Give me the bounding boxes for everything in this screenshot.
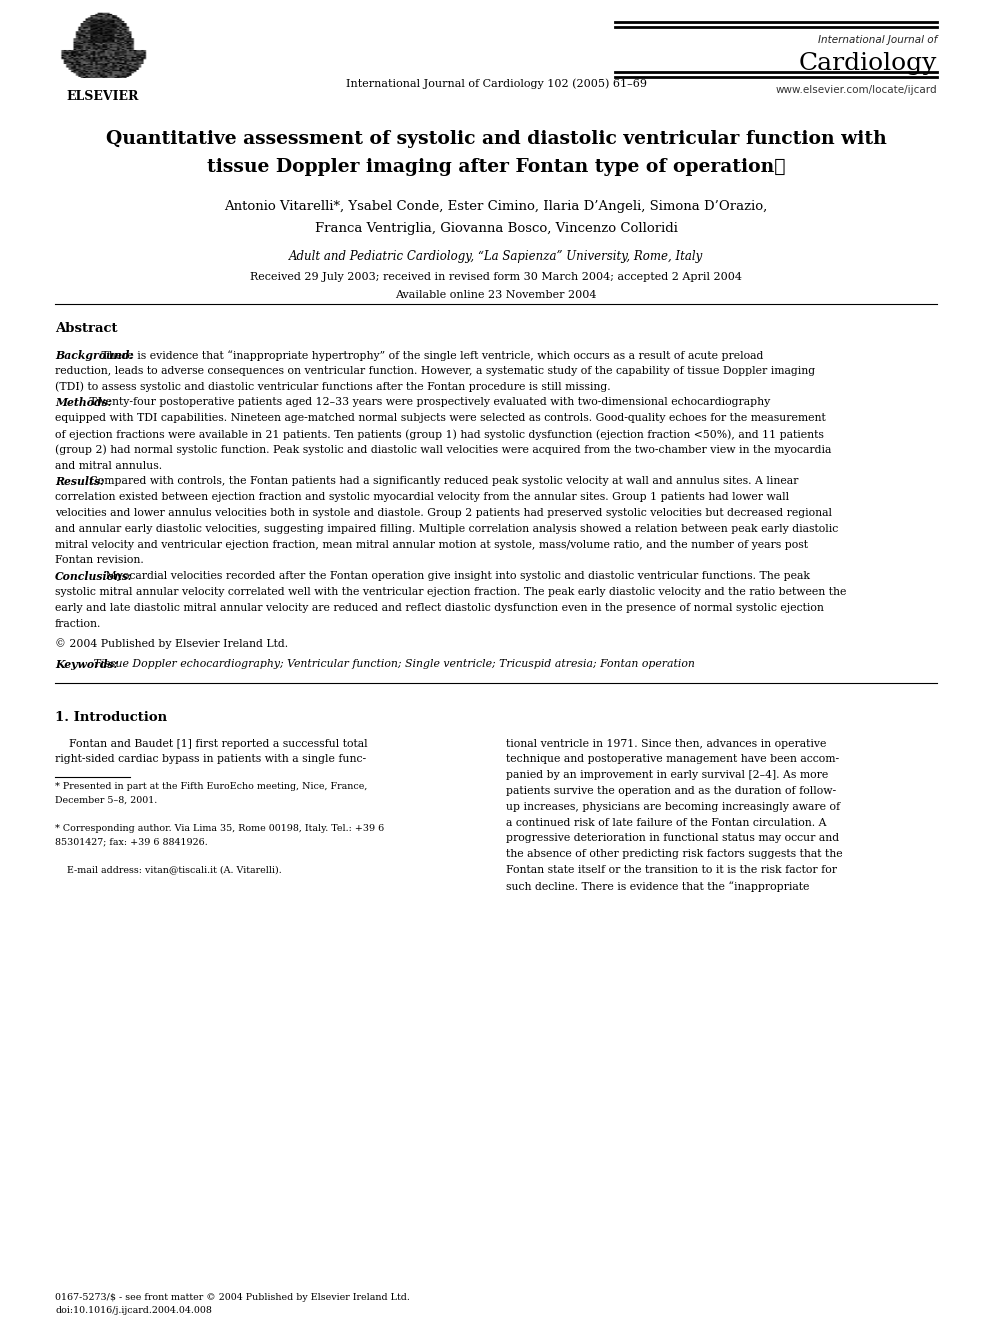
Text: up increases, physicians are becoming increasingly aware of: up increases, physicians are becoming in…: [506, 802, 840, 812]
Text: progressive deterioration in functional status may occur and: progressive deterioration in functional …: [506, 833, 839, 844]
Text: Available online 23 November 2004: Available online 23 November 2004: [395, 290, 597, 300]
Text: Fontan state itself or the transition to it is the risk factor for: Fontan state itself or the transition to…: [506, 865, 837, 875]
Text: December 5–8, 2001.: December 5–8, 2001.: [55, 796, 158, 806]
Text: and mitral annulus.: and mitral annulus.: [55, 460, 162, 471]
Text: of ejection fractions were available in 21 patients. Ten patients (group 1) had : of ejection fractions were available in …: [55, 429, 824, 439]
Text: Myocardial velocities recorded after the Fontan operation give insight into syst: Myocardial velocities recorded after the…: [102, 572, 810, 581]
Text: a continued risk of late failure of the Fontan circulation. A: a continued risk of late failure of the …: [506, 818, 826, 828]
Text: Conclusions:: Conclusions:: [55, 572, 133, 582]
Text: and annular early diastolic velocities, suggesting impaired filling. Multiple co: and annular early diastolic velocities, …: [55, 524, 838, 533]
Text: early and late diastolic mitral annular velocity are reduced and reflect diastol: early and late diastolic mitral annular …: [55, 603, 824, 613]
Text: Twenty-four postoperative patients aged 12–33 years were prospectively evaluated: Twenty-four postoperative patients aged …: [86, 397, 771, 407]
Text: panied by an improvement in early survival [2–4]. As more: panied by an improvement in early surviv…: [506, 770, 828, 781]
Text: International Journal of: International Journal of: [817, 34, 937, 45]
Text: Quantitative assessment of systolic and diastolic ventricular function with: Quantitative assessment of systolic and …: [105, 130, 887, 148]
Text: equipped with TDI capabilities. Nineteen age-matched normal subjects were select: equipped with TDI capabilities. Nineteen…: [55, 413, 825, 423]
Text: patients survive the operation and as the duration of follow-: patients survive the operation and as th…: [506, 786, 836, 796]
Text: * Presented in part at the Fifth EuroEcho meeting, Nice, France,: * Presented in part at the Fifth EuroEch…: [55, 782, 367, 791]
Text: (group 2) had normal systolic function. Peak systolic and diastolic wall velocit: (group 2) had normal systolic function. …: [55, 445, 831, 455]
Text: systolic mitral annular velocity correlated well with the ventricular ejection f: systolic mitral annular velocity correla…: [55, 587, 846, 597]
Text: Keywords:: Keywords:: [55, 659, 118, 669]
Text: (TDI) to assess systolic and diastolic ventricular functions after the Fontan pr: (TDI) to assess systolic and diastolic v…: [55, 381, 611, 392]
Text: 85301427; fax: +39 6 8841926.: 85301427; fax: +39 6 8841926.: [55, 837, 207, 847]
Text: Cardiology: Cardiology: [799, 52, 937, 75]
Text: tissue Doppler imaging after Fontan type of operation☆: tissue Doppler imaging after Fontan type…: [206, 157, 786, 176]
Text: correlation existed between ejection fraction and systolic myocardial velocity f: correlation existed between ejection fra…: [55, 492, 789, 503]
Text: doi:10.1016/j.ijcard.2004.04.008: doi:10.1016/j.ijcard.2004.04.008: [55, 1306, 212, 1315]
Text: Methods:: Methods:: [55, 397, 112, 409]
Text: E-mail address: vitan@tiscali.it (A. Vitarelli).: E-mail address: vitan@tiscali.it (A. Vit…: [55, 865, 282, 875]
Text: tional ventricle in 1971. Since then, advances in operative: tional ventricle in 1971. Since then, ad…: [506, 738, 826, 749]
Text: International Journal of Cardiology 102 (2005) 61–69: International Journal of Cardiology 102 …: [345, 78, 647, 89]
Text: www.elsevier.com/locate/ijcard: www.elsevier.com/locate/ijcard: [776, 85, 937, 95]
Text: such decline. There is evidence that the “inappropriate: such decline. There is evidence that the…: [506, 881, 809, 892]
Text: Abstract: Abstract: [55, 321, 117, 335]
Text: technique and postoperative management have been accom-: technique and postoperative management h…: [506, 754, 839, 765]
Text: Adult and Pediatric Cardiology, “La Sapienza” University, Rome, Italy: Adult and Pediatric Cardiology, “La Sapi…: [289, 250, 703, 263]
Text: Antonio Vitarelli*, Ysabel Conde, Ester Cimino, Ilaria D’Angeli, Simona D’Orazio: Antonio Vitarelli*, Ysabel Conde, Ester …: [224, 200, 768, 213]
Text: fraction.: fraction.: [55, 619, 101, 628]
Text: Fontan revision.: Fontan revision.: [55, 556, 144, 565]
Text: © 2004 Published by Elsevier Ireland Ltd.: © 2004 Published by Elsevier Ireland Ltd…: [55, 639, 288, 650]
Text: Franca Ventriglia, Giovanna Bosco, Vincenzo Colloridi: Franca Ventriglia, Giovanna Bosco, Vince…: [314, 222, 678, 235]
Text: Fontan and Baudet [1] first reported a successful total: Fontan and Baudet [1] first reported a s…: [55, 738, 368, 749]
Text: * Corresponding author. Via Lima 35, Rome 00198, Italy. Tel.: +39 6: * Corresponding author. Via Lima 35, Rom…: [55, 824, 384, 833]
Text: mitral velocity and ventricular ejection fraction, mean mitral annular motion at: mitral velocity and ventricular ejection…: [55, 540, 808, 549]
Text: 1. Introduction: 1. Introduction: [55, 710, 167, 724]
Text: Received 29 July 2003; received in revised form 30 March 2004; accepted 2 April : Received 29 July 2003; received in revis…: [250, 273, 742, 282]
Text: right-sided cardiac bypass in patients with a single func-: right-sided cardiac bypass in patients w…: [55, 754, 366, 765]
Text: Results:: Results:: [55, 476, 104, 487]
Text: Background:: Background:: [55, 351, 133, 361]
Text: ELSEVIER: ELSEVIER: [66, 90, 139, 103]
Text: Tissue Doppler echocardiography; Ventricular function; Single ventricle; Tricusp: Tissue Doppler echocardiography; Ventric…: [90, 659, 695, 669]
Text: Compared with controls, the Fontan patients had a significantly reduced peak sys: Compared with controls, the Fontan patie…: [86, 476, 799, 487]
Text: the absence of other predicting risk factors suggests that the: the absence of other predicting risk fac…: [506, 849, 842, 859]
Text: velocities and lower annulus velocities both in systole and diastole. Group 2 pa: velocities and lower annulus velocities …: [55, 508, 832, 519]
Text: reduction, leads to adverse consequences on ventricular function. However, a sys: reduction, leads to adverse consequences…: [55, 365, 815, 376]
Text: There is evidence that “inappropriate hypertrophy” of the single left ventricle,: There is evidence that “inappropriate hy…: [98, 351, 764, 361]
Text: 0167-5273/$ - see front matter © 2004 Published by Elsevier Ireland Ltd.: 0167-5273/$ - see front matter © 2004 Pu…: [55, 1293, 410, 1302]
